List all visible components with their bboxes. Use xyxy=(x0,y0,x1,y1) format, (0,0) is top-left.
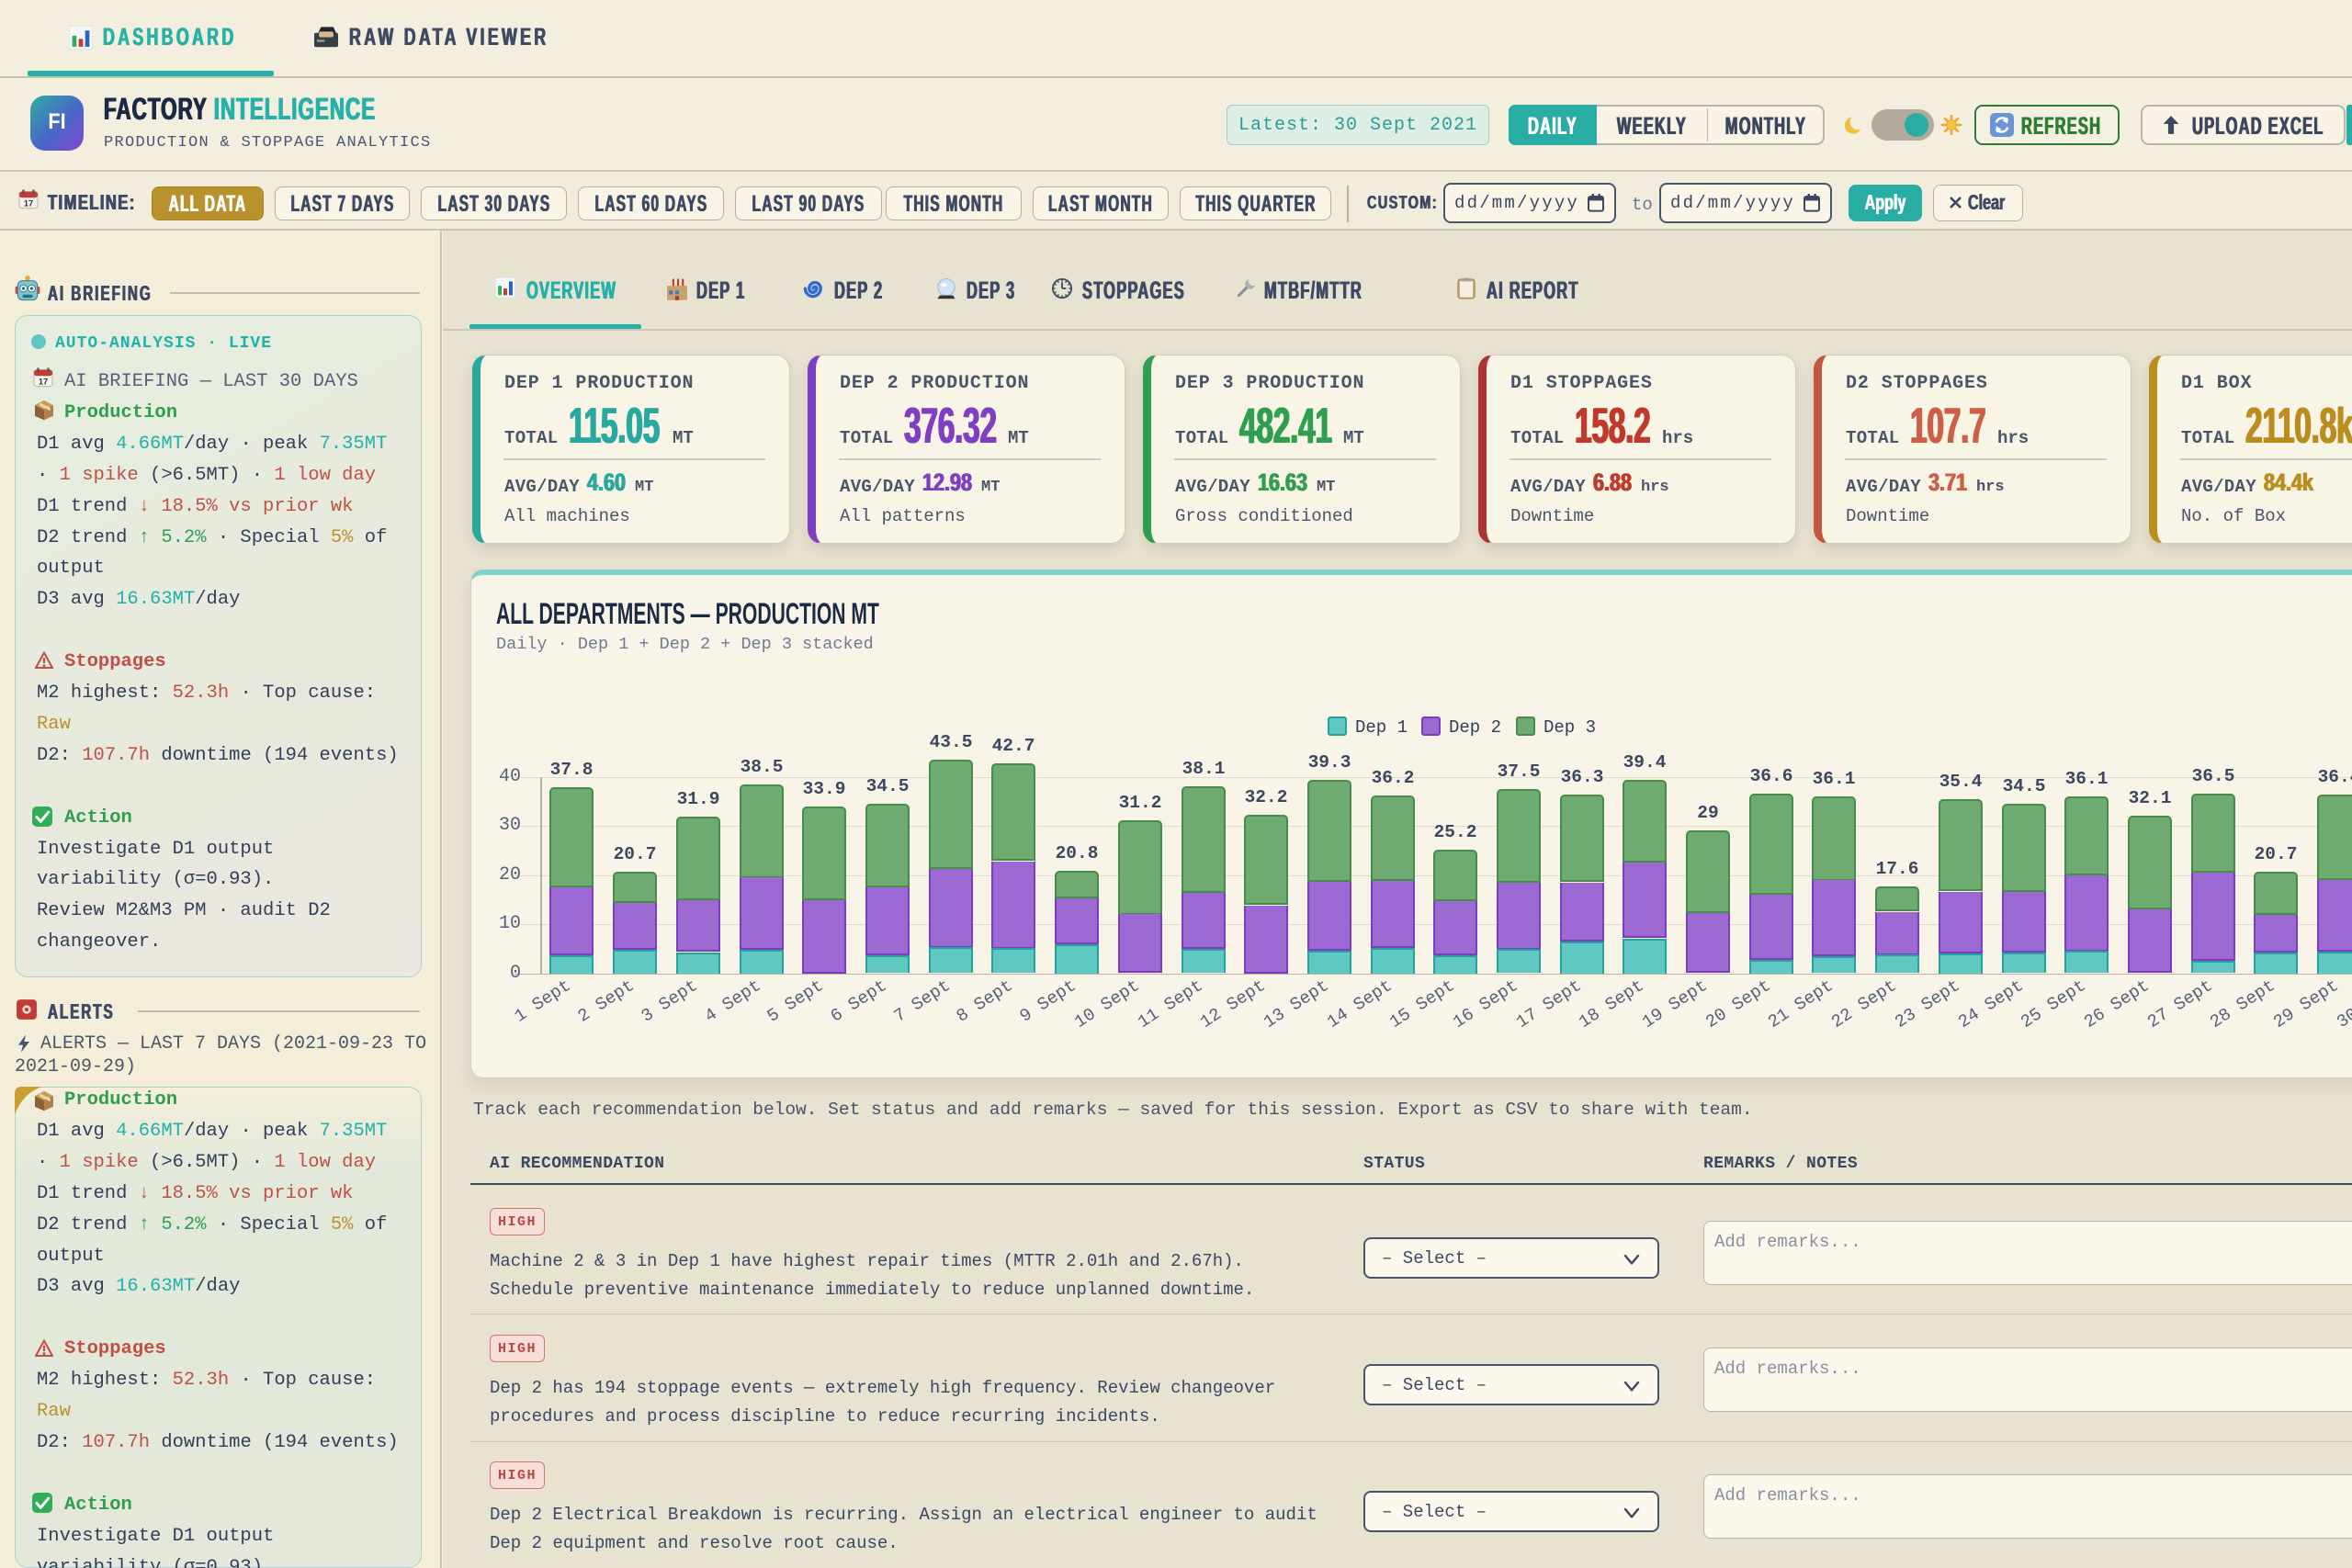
svg-text:17: 17 xyxy=(24,199,33,209)
svg-text:17: 17 xyxy=(39,378,48,387)
